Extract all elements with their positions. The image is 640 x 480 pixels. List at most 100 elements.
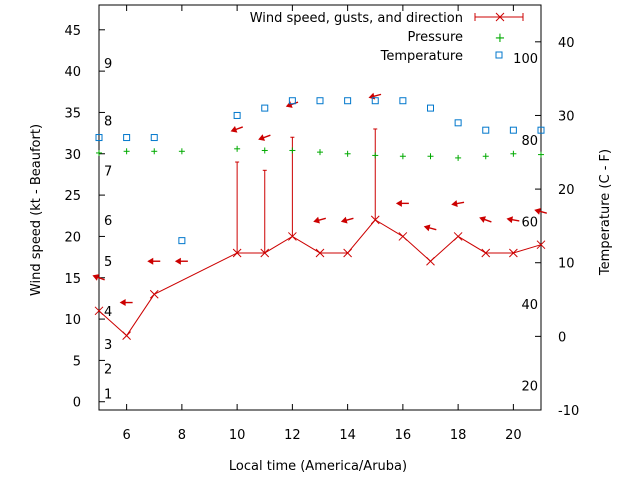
- beaufort-label: 6: [104, 214, 112, 229]
- x-tick-label: 12: [284, 428, 301, 443]
- y-left-tick-label: 40: [64, 65, 81, 80]
- beaufort-label: 2: [104, 363, 112, 378]
- wind-direction-arrow: [368, 92, 382, 100]
- y-left-tick-label: 35: [64, 106, 81, 121]
- fahrenheit-label: 80: [521, 134, 538, 149]
- wind-speed-point-cross: [122, 331, 131, 340]
- y-right-tick-label: 30: [558, 109, 575, 124]
- wind-direction-arrow: [119, 299, 133, 307]
- beaufort-label: 1: [104, 387, 112, 402]
- wind-direction-head: [479, 216, 487, 223]
- y-axis-left-label: Wind speed (kt - Beaufort): [29, 124, 44, 296]
- x-tick-label: 6: [122, 428, 130, 443]
- x-tick-label: 20: [505, 428, 522, 443]
- wind-speed-point-cross: [232, 248, 242, 258]
- y-left-tick-label: 10: [64, 313, 81, 328]
- fahrenheit-label: 20: [521, 380, 538, 395]
- y-right-tick-label: 20: [558, 183, 575, 198]
- wind-speed-point-cross: [536, 240, 546, 250]
- x-tick-label: 16: [395, 428, 412, 443]
- y-right-tick-label: 0: [558, 330, 566, 345]
- series-group: [92, 92, 547, 340]
- temperature-point: [344, 97, 352, 105]
- beaufort-label: 4: [104, 305, 112, 320]
- axis-ticks-group: 6 8 10 12 14 16 18 20051015202530354045-1001020…: [64, 5, 579, 443]
- beaufort-label: 7: [104, 164, 112, 179]
- legend-temperature-marker: [495, 51, 503, 59]
- wind-direction-arrow: [258, 134, 271, 141]
- y-left-tick-label: 25: [64, 189, 81, 204]
- wind-direction-head: [368, 92, 376, 100]
- temperature-point: [95, 134, 103, 142]
- y-left-tick-label: 15: [64, 272, 81, 287]
- temperature-point: [454, 119, 462, 127]
- beaufort-label: 5: [104, 255, 112, 270]
- wind-direction-arrow: [147, 257, 161, 265]
- wind-speed-point-cross: [149, 289, 159, 299]
- x-tick-label: 18: [450, 428, 467, 443]
- temperature-point: [482, 126, 490, 134]
- temperature-point: [150, 134, 158, 142]
- x-tick-label: 14: [339, 428, 356, 443]
- wind-direction-arrow: [313, 216, 326, 224]
- x-tick-label: 8: [178, 428, 186, 443]
- wind-direction-arrow: [174, 257, 188, 265]
- temperature-point: [316, 97, 324, 105]
- fahrenheit-label: 40: [521, 298, 538, 313]
- y-right-tick-label: -10: [558, 404, 579, 419]
- legend-pressure-label: Pressure: [407, 30, 463, 45]
- wind-direction-head: [119, 299, 126, 307]
- wind-speed-point-cross: [426, 256, 435, 266]
- wind-speed-point-cross: [288, 232, 297, 241]
- temperature-point: [427, 104, 434, 112]
- wind-direction-head: [534, 207, 541, 215]
- temperature-point: [123, 134, 131, 142]
- x-tick-label: 10: [229, 428, 246, 443]
- wind-direction-arrow: [395, 199, 409, 207]
- legend-wind-marker-b: [495, 12, 505, 22]
- beaufort-label: 3: [104, 338, 112, 353]
- wind-speed-point-cross: [315, 248, 325, 258]
- wind-direction-head: [506, 216, 513, 224]
- wind-direction-head: [313, 216, 320, 224]
- wind-direction-head: [340, 216, 348, 224]
- y-left-tick-label: 30: [64, 148, 81, 163]
- y-right-tick-label: 40: [558, 36, 575, 51]
- wind-direction-head: [147, 257, 154, 265]
- x-axis-label: Local time (America/Aruba): [229, 459, 407, 474]
- y-left-tick-label: 20: [64, 230, 81, 245]
- wind-speed-point-cross: [94, 306, 104, 316]
- wind-speed-point-cross: [509, 248, 518, 258]
- beaufort-label: 9: [104, 57, 112, 72]
- legend-pressure-marker: +: [495, 31, 506, 46]
- y-right-tick-label: 10: [558, 257, 575, 272]
- temperature-point: [178, 237, 186, 245]
- plot-frame: [98, 4, 542, 411]
- y-left-tick-label: 0: [73, 396, 81, 411]
- wind-speed-point-cross: [453, 232, 463, 241]
- wind-direction-head: [230, 126, 238, 133]
- wind-speed-point-cross: [260, 248, 270, 258]
- wind-direction-arrow: [285, 101, 299, 108]
- wind-direction-head: [423, 224, 431, 232]
- wind-speed-point-cross: [343, 248, 352, 258]
- temperature-point: [537, 126, 545, 134]
- temperature-point: [509, 126, 517, 134]
- wind-direction-head: [92, 274, 100, 281]
- wind-direction-arrow: [506, 216, 520, 224]
- wind-direction-arrow: [92, 274, 105, 281]
- temperature-point: [399, 97, 407, 105]
- fahrenheit-label: 60: [521, 215, 538, 230]
- wind-direction-head: [258, 134, 266, 141]
- temperature-point: [261, 104, 269, 112]
- wind-speed-line: [98, 219, 542, 337]
- legend-temperature-label: Temperature: [380, 49, 463, 64]
- legend: Wind speed, gusts, and direction Pressur…: [250, 11, 524, 64]
- wind-direction-arrow: [451, 200, 465, 207]
- wind-direction-arrow: [230, 126, 244, 133]
- temperature-point: [233, 111, 241, 119]
- wind-direction-arrow: [340, 216, 354, 224]
- wind-speed-point-cross: [398, 232, 408, 241]
- wind-speed-point-cross: [370, 215, 380, 225]
